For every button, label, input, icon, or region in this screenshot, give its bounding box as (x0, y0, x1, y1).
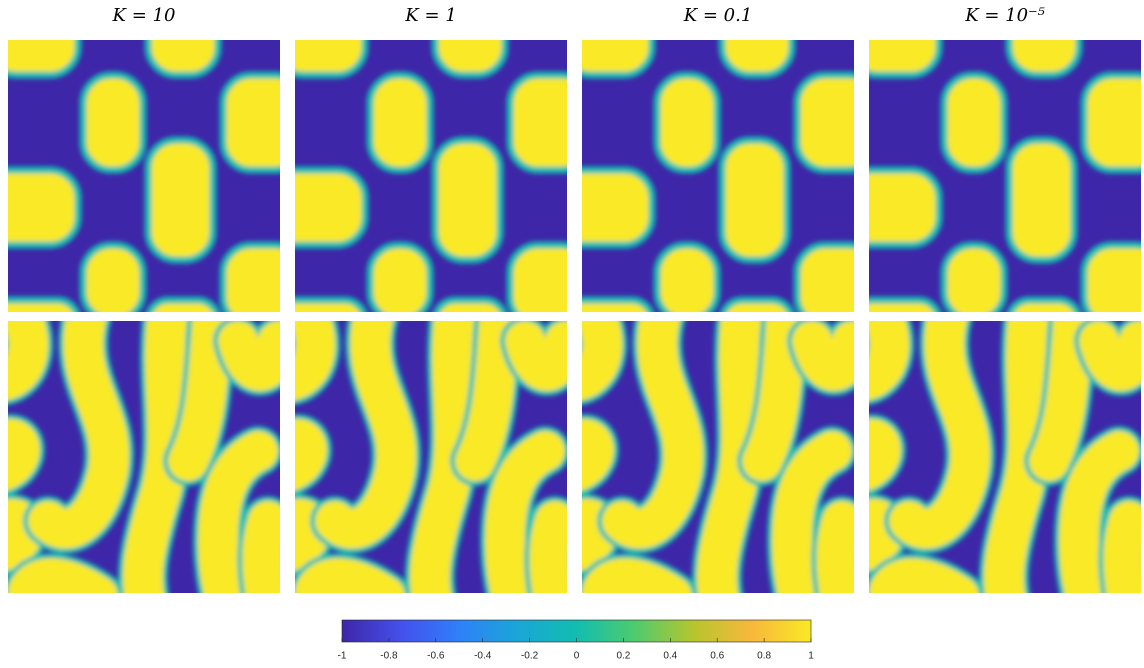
colorbar-tick-label: 0.6 (710, 651, 724, 662)
colorbar-tick-label: -0.4 (474, 651, 492, 662)
colorbar-tick-label: -0.8 (380, 651, 398, 662)
heatmap-panel (859, 311, 1141, 611)
panel-title: K = 10⁻⁵ (964, 5, 1045, 26)
colorbar-tick-label: -1 (338, 651, 347, 662)
heatmap-panel (0, 0, 303, 340)
colorbar-tick-label: 1 (808, 651, 814, 662)
heatmap-panel (572, 311, 854, 611)
panel-title: K = 0.1 (683, 5, 753, 26)
heatmap-panel (0, 311, 280, 611)
colorbar-tick-label: 0 (574, 651, 580, 662)
panel-title: K = 10 (112, 5, 176, 26)
heatmap-panel (829, 0, 1144, 340)
heatmap-panel (285, 311, 567, 611)
heatmap-panel (255, 0, 590, 340)
heatmap-panel (542, 0, 877, 340)
colorbar-tick-label: 0.8 (757, 651, 771, 662)
colorbar-tick-label: -0.2 (521, 651, 539, 662)
panels (0, 0, 1144, 611)
colorbar-tick-label: 0.4 (663, 651, 677, 662)
colorbar-tick-label: -0.6 (427, 651, 445, 662)
panel-title: K = 1 (404, 5, 456, 26)
colorbar-tick-label: 0.2 (616, 651, 630, 662)
